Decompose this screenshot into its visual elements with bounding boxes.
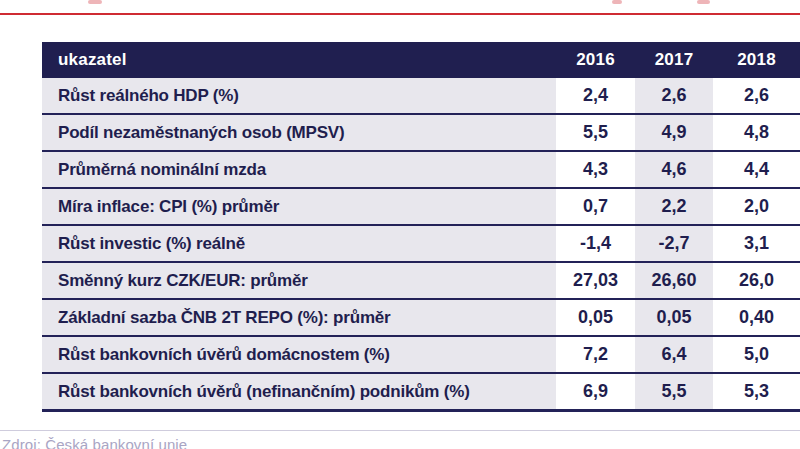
value-cell: 4,4 <box>713 151 800 188</box>
source-note: Zdroj: Česká bankovní unie <box>2 436 187 449</box>
column-header-2016: 2016 <box>556 42 635 78</box>
value-cell: 4,8 <box>713 114 800 151</box>
value-cell: 6,9 <box>556 373 635 411</box>
footer-divider-rule <box>0 430 800 431</box>
value-cell: -1,4 <box>556 225 635 262</box>
table-row: Růst bankovních úvěrů (nefinančním) podn… <box>42 373 800 411</box>
value-cell: 26,60 <box>635 262 713 299</box>
row-label-cell: Podíl nezaměstnaných osob (MPSV) <box>42 114 556 151</box>
clipped-title-fragment <box>88 0 102 4</box>
table-row: Směnný kurz CZK/EUR: průměr27,0326,6026,… <box>42 262 800 299</box>
table-header-row: ukazatel 2016 2017 2018 <box>42 42 800 78</box>
value-cell: 5,0 <box>713 336 800 373</box>
value-cell: 0,05 <box>556 299 635 336</box>
value-cell: 2,6 <box>713 78 800 114</box>
table-row: Míra inflace: CPI (%) průměr0,72,22,0 <box>42 188 800 225</box>
table-row: Růst reálného HDP (%)2,42,62,6 <box>42 78 800 114</box>
table-row: Základní sazba ČNB 2T REPO (%): průměr0,… <box>42 299 800 336</box>
table-row: Růst bankovních úvěrů domácnostem (%)7,2… <box>42 336 800 373</box>
table-row: Podíl nezaměstnaných osob (MPSV)5,54,94,… <box>42 114 800 151</box>
row-label-cell: Růst reálného HDP (%) <box>42 78 556 114</box>
value-cell: 6,4 <box>635 336 713 373</box>
red-divider-rule <box>0 13 800 15</box>
clipped-title-fragment <box>612 0 622 4</box>
value-cell: 7,2 <box>556 336 635 373</box>
value-cell: -2,7 <box>635 225 713 262</box>
value-cell: 2,2 <box>635 188 713 225</box>
value-cell: 5,3 <box>713 373 800 411</box>
value-cell: 3,1 <box>713 225 800 262</box>
value-cell: 27,03 <box>556 262 635 299</box>
row-label-cell: Průměrná nominální mzda <box>42 151 556 188</box>
clipped-title-fragment <box>697 0 710 4</box>
value-cell: 0,7 <box>556 188 635 225</box>
value-cell: 26,0 <box>713 262 800 299</box>
column-header-2017: 2017 <box>635 42 713 78</box>
column-header-indicator: ukazatel <box>42 42 556 78</box>
row-label-cell: Růst investic (%) reálně <box>42 225 556 262</box>
value-cell: 0,05 <box>635 299 713 336</box>
value-cell: 0,40 <box>713 299 800 336</box>
row-label-cell: Míra inflace: CPI (%) průměr <box>42 188 556 225</box>
value-cell: 5,5 <box>556 114 635 151</box>
column-header-2018: 2018 <box>713 42 800 78</box>
value-cell: 2,6 <box>635 78 713 114</box>
row-label-cell: Směnný kurz CZK/EUR: průměr <box>42 262 556 299</box>
indicators-table-wrapper: ukazatel 2016 2017 2018 Růst reálného HD… <box>42 42 800 412</box>
indicators-table: ukazatel 2016 2017 2018 Růst reálného HD… <box>42 42 800 412</box>
table-body: Růst reálného HDP (%)2,42,62,6Podíl neza… <box>42 78 800 411</box>
value-cell: 4,6 <box>635 151 713 188</box>
table-row: Růst investic (%) reálně-1,4-2,73,1 <box>42 225 800 262</box>
value-cell: 4,9 <box>635 114 713 151</box>
value-cell: 4,3 <box>556 151 635 188</box>
row-label-cell: Růst bankovních úvěrů (nefinančním) podn… <box>42 373 556 411</box>
table-row: Průměrná nominální mzda4,34,64,4 <box>42 151 800 188</box>
value-cell: 5,5 <box>635 373 713 411</box>
row-label-cell: Základní sazba ČNB 2T REPO (%): průměr <box>42 299 556 336</box>
value-cell: 2,4 <box>556 78 635 114</box>
value-cell: 2,0 <box>713 188 800 225</box>
row-label-cell: Růst bankovních úvěrů domácnostem (%) <box>42 336 556 373</box>
